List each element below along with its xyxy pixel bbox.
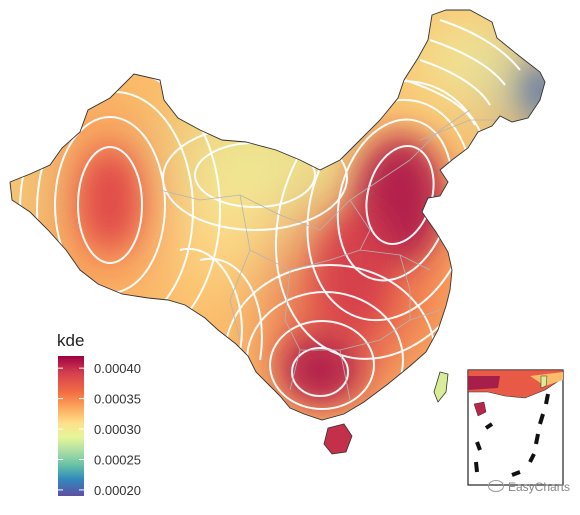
legend-title: kde xyxy=(57,331,84,350)
legend-tick-label: 0.00030 xyxy=(94,422,141,437)
legend-tick-label: 0.00040 xyxy=(94,361,141,376)
watermark: EasyCharts xyxy=(488,480,570,494)
wechat-icon xyxy=(488,480,504,492)
legend: kde 0.00040 0.00035 0.00030 0.00025 0.00020 xyxy=(57,331,141,498)
south-china-sea-inset xyxy=(467,369,564,486)
hainan-island xyxy=(323,423,353,455)
legend-tick-label: 0.00020 xyxy=(94,483,141,498)
nine-dash-line xyxy=(474,393,550,477)
legend-colorbar xyxy=(58,356,84,496)
legend-tick-label: 0.00035 xyxy=(94,392,141,407)
watermark-text: EasyCharts xyxy=(508,480,571,494)
legend-ticks: 0.00040 0.00035 0.00030 0.00025 0.00020 xyxy=(58,361,141,498)
province-borders xyxy=(159,109,500,401)
legend-tick-label: 0.00025 xyxy=(94,452,141,467)
taiwan-island xyxy=(433,371,449,403)
